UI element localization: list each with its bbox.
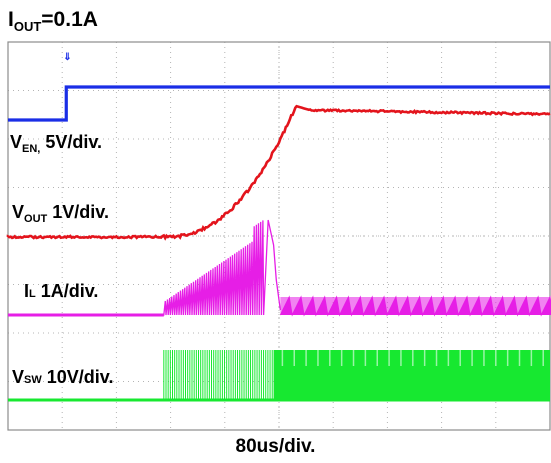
label-vsw: VSW 10V/div. bbox=[12, 367, 113, 387]
series-il-baseline bbox=[8, 313, 164, 317]
label-il: IL 1A/div. bbox=[24, 281, 98, 301]
waveform-traces: ⇓ bbox=[6, 52, 551, 402]
series-vsw-band bbox=[273, 350, 550, 400]
series-vout bbox=[6, 104, 551, 241]
series-il-ripple bbox=[279, 295, 551, 317]
series-il bbox=[8, 219, 281, 316]
chart-title: IOUT=0.1A bbox=[8, 8, 98, 34]
x-axis-label: 80us/div. bbox=[235, 436, 316, 457]
trigger-marker: ⇓ bbox=[63, 52, 71, 63]
label-vout: VOUT 1V/div. bbox=[12, 202, 109, 225]
series-ven bbox=[8, 85, 550, 122]
label-ven: VEN, 5V/div. bbox=[10, 132, 102, 155]
